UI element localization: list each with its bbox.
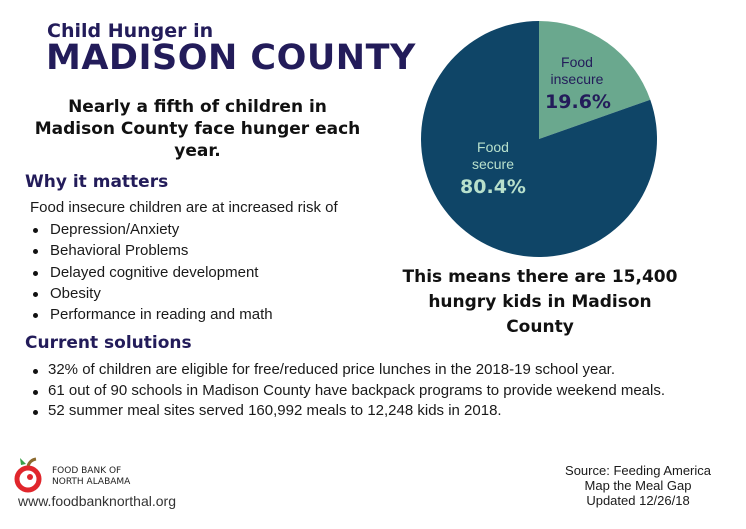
title-line2: MADISON COUNTY: [46, 38, 416, 78]
list-item: Delayed cognitive development: [30, 262, 273, 283]
pie-chart: Food insecure 19.6% Food secure 80.4%: [421, 21, 657, 257]
org-name-line1: FOOD BANK OF: [52, 466, 122, 476]
slice-value-label: 80.4%: [460, 176, 526, 198]
pie-slice-food-secure: [421, 21, 657, 257]
lead-statement: Nearly a fifth of children in Madison Co…: [34, 97, 361, 161]
source-line: Map the Meal Gap: [584, 478, 692, 493]
list-item: 61 out of 90 schools in Madison County h…: [30, 381, 730, 402]
org-name-line2: NORTH ALABAMA: [52, 477, 131, 487]
slice-value-label: 19.6%: [545, 91, 611, 113]
apple-logo-icon: [14, 457, 42, 493]
list-item: Obesity: [30, 283, 273, 304]
slice-label: Food: [561, 54, 593, 70]
website-link[interactable]: www.foodbanknorthal.org: [18, 493, 176, 509]
hungry-kids-statement: This means there are 15,400 hungry kids …: [402, 267, 678, 337]
slice-label: secure: [472, 156, 514, 172]
source-line: Source: Feeding America: [565, 463, 711, 478]
list-item: 52 summer meal sites served 160,992 meal…: [30, 401, 730, 422]
why-intro: Food insecure children are at increased …: [30, 199, 338, 216]
source-line: Updated 12/26/18: [586, 493, 690, 508]
why-heading: Why it matters: [25, 172, 169, 192]
source-note: Source: Feeding America Map the Meal Gap…: [565, 463, 711, 508]
list-item: Depression/Anxiety: [30, 219, 273, 240]
list-item: 32% of children are eligible for free/re…: [30, 360, 730, 381]
why-list: Depression/Anxiety Behavioral Problems D…: [30, 219, 273, 325]
title-line1: Child Hunger in: [47, 20, 214, 42]
list-item: Behavioral Problems: [30, 240, 273, 261]
org-name: FOOD BANK OF NORTH ALABAMA: [52, 466, 130, 488]
pie-slice-food-insecure: [539, 21, 651, 139]
current-heading: Current solutions: [25, 333, 192, 353]
slice-label: insecure: [551, 71, 604, 87]
slice-label: Food: [477, 139, 509, 155]
current-list: 32% of children are eligible for free/re…: [30, 360, 730, 422]
list-item: Performance in reading and math: [30, 304, 273, 325]
